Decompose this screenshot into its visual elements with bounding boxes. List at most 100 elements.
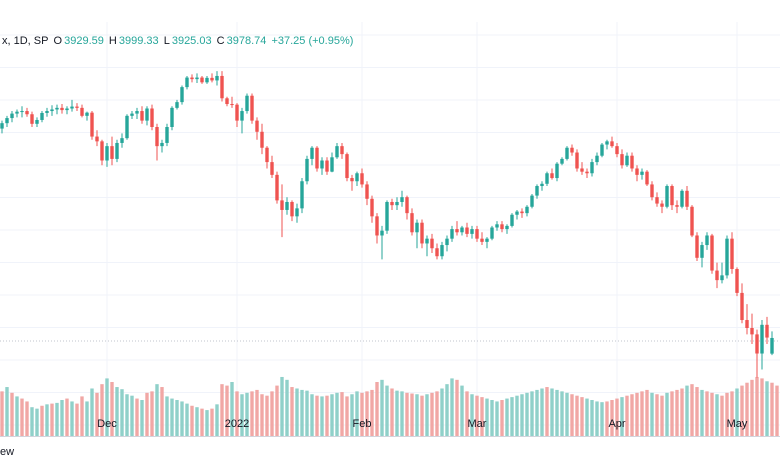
candle-body [355, 173, 359, 182]
candle-body [445, 238, 449, 246]
volume-bar [145, 392, 149, 436]
volume-bar [725, 392, 729, 436]
volume-bar [270, 391, 274, 436]
candle-body [670, 186, 674, 206]
x-tick-label: Feb [353, 418, 372, 430]
volume-bar [275, 385, 279, 436]
volume-bar [25, 401, 29, 436]
candle [100, 139, 104, 166]
volume-bar [775, 385, 779, 436]
candle-body [380, 230, 384, 236]
volume-bar [605, 401, 609, 436]
candle [475, 225, 479, 242]
candle [760, 320, 764, 370]
candle [410, 208, 414, 236]
candle-body [170, 107, 174, 127]
candle [40, 111, 44, 123]
candle-body [765, 324, 769, 338]
candle [95, 130, 99, 147]
candle-body [80, 107, 84, 116]
volume-bar [195, 407, 199, 436]
volume-bar [335, 392, 339, 436]
candle [280, 184, 284, 238]
candle-body [375, 216, 379, 236]
candle-body [0, 123, 4, 129]
candle [80, 104, 84, 118]
candle [180, 85, 184, 105]
volume-bar [705, 391, 709, 436]
volume-bar [565, 392, 569, 436]
volume-bar [310, 394, 314, 436]
candlesticks [0, 71, 774, 378]
volume-bar [690, 384, 694, 436]
candle [660, 200, 664, 214]
candle-body [75, 106, 79, 108]
candle [770, 331, 774, 356]
candle-body [455, 229, 459, 233]
close-label: C [216, 35, 225, 47]
high-label: H [108, 35, 117, 47]
volume-bar [15, 396, 19, 436]
candle [60, 104, 64, 114]
volume-bar [95, 392, 99, 436]
candle-body [645, 171, 649, 185]
candle-body [540, 183, 544, 187]
x-tick-label: Dec [97, 418, 117, 430]
candle [275, 171, 279, 204]
volume-bar [650, 392, 654, 436]
candle [105, 142, 109, 167]
candle [215, 71, 219, 86]
candle-body [485, 238, 489, 242]
candle [535, 184, 539, 199]
x-tick-label: May [727, 418, 748, 430]
candle-body [490, 227, 494, 239]
candle [450, 225, 454, 242]
candle [550, 168, 554, 180]
candle [230, 96, 234, 108]
candle [110, 136, 114, 166]
x-tick-label: Apr [608, 418, 625, 430]
candle [35, 117, 39, 127]
candle-body [415, 222, 419, 233]
candle-body [720, 275, 724, 281]
candle [260, 123, 264, 155]
candle [310, 146, 314, 166]
volume-bar [710, 392, 714, 436]
volume-bar [545, 387, 549, 436]
volume-bar [495, 401, 499, 436]
candle-body [630, 155, 634, 169]
candle-body [245, 95, 249, 112]
candle [155, 123, 159, 161]
candle-body [505, 225, 509, 230]
candle-body [305, 158, 309, 182]
candle-body [195, 77, 199, 80]
candle [375, 213, 379, 244]
candle-body [585, 171, 589, 174]
volume-bar [480, 397, 484, 436]
volume-bar [320, 396, 324, 436]
candle [530, 194, 534, 209]
candle [570, 144, 574, 156]
close-value: 3978.74 [226, 35, 267, 47]
candle-body [120, 138, 124, 143]
volume-bar [340, 392, 344, 436]
volume-bar [590, 400, 594, 436]
candle [680, 189, 684, 209]
candle [290, 200, 294, 222]
candle [240, 107, 244, 134]
volume-bar [615, 398, 619, 436]
candle-body [600, 144, 604, 156]
candle [525, 205, 529, 217]
candle [460, 225, 464, 236]
candle [85, 111, 89, 121]
candle [50, 105, 54, 116]
volume-bar [220, 384, 224, 436]
volume-bar [475, 395, 479, 436]
volume-bar [250, 391, 254, 436]
volume-bar [65, 398, 69, 436]
candle [625, 152, 629, 167]
candle-body [5, 118, 9, 124]
candle [295, 203, 299, 223]
candle-body [315, 147, 319, 169]
